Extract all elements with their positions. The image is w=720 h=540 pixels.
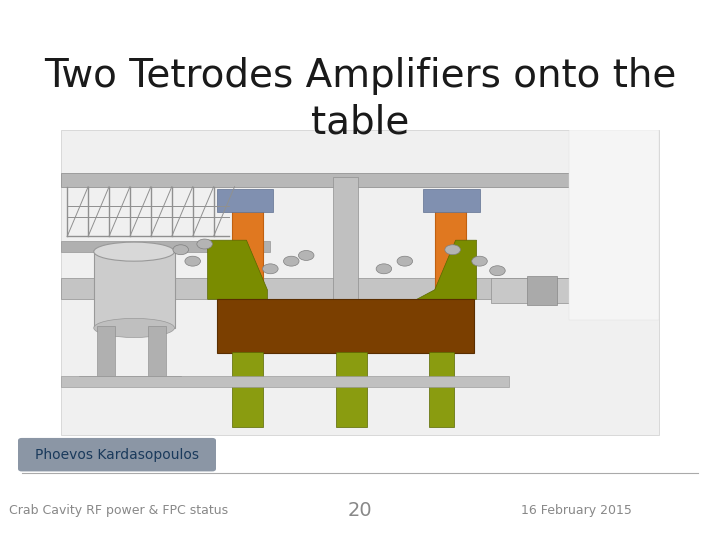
Circle shape — [263, 264, 278, 274]
Circle shape — [376, 264, 392, 274]
Bar — [232, 352, 263, 427]
Bar — [79, 376, 181, 385]
Ellipse shape — [94, 319, 174, 338]
Bar — [61, 130, 659, 435]
Circle shape — [445, 245, 460, 255]
Bar — [61, 278, 647, 299]
Bar — [428, 352, 454, 427]
Bar — [148, 326, 166, 377]
Text: 20: 20 — [348, 501, 372, 520]
FancyBboxPatch shape — [18, 438, 216, 471]
Bar — [232, 208, 263, 299]
Bar — [97, 326, 115, 377]
Circle shape — [197, 239, 212, 249]
Bar — [333, 177, 359, 299]
Bar — [94, 252, 175, 328]
Circle shape — [397, 256, 413, 266]
Bar — [435, 208, 466, 299]
Text: 16 February 2015: 16 February 2015 — [521, 504, 631, 517]
Circle shape — [284, 256, 299, 266]
Bar — [336, 352, 367, 427]
Bar — [492, 278, 659, 303]
Bar — [527, 276, 557, 305]
Ellipse shape — [608, 270, 662, 312]
Circle shape — [299, 251, 314, 260]
Circle shape — [173, 245, 189, 255]
Text: Crab Cavity RF power & FPC status: Crab Cavity RF power & FPC status — [9, 504, 228, 517]
Bar — [569, 130, 659, 320]
Bar — [217, 299, 474, 353]
Bar — [61, 173, 569, 187]
Bar — [217, 190, 274, 212]
Bar — [61, 376, 509, 387]
Text: Phoevos Kardasopoulos: Phoevos Kardasopoulos — [35, 448, 199, 462]
Polygon shape — [417, 240, 477, 299]
Circle shape — [185, 256, 200, 266]
Polygon shape — [207, 240, 267, 299]
Text: Two Tetrodes Amplifiers onto the
table: Two Tetrodes Amplifiers onto the table — [44, 57, 676, 141]
Bar — [423, 190, 480, 212]
Bar — [61, 241, 270, 252]
Ellipse shape — [94, 242, 174, 261]
Circle shape — [472, 256, 487, 266]
Circle shape — [490, 266, 505, 275]
